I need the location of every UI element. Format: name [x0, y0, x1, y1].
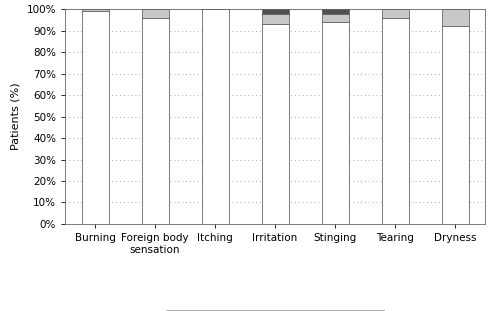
- Bar: [142, 18, 169, 224]
- Bar: [82, 12, 108, 224]
- Bar: [202, 9, 228, 224]
- Legend: Improvement, Same, Worse: Improvement, Same, Worse: [165, 310, 385, 311]
- Bar: [142, 9, 169, 18]
- Bar: [322, 14, 348, 22]
- Bar: [442, 26, 468, 224]
- Bar: [262, 24, 288, 224]
- Bar: [442, 9, 468, 26]
- Bar: [322, 9, 348, 14]
- Bar: [262, 9, 288, 14]
- Bar: [262, 14, 288, 24]
- Y-axis label: Patients (%): Patients (%): [11, 83, 21, 151]
- Bar: [382, 18, 408, 224]
- Bar: [82, 9, 108, 12]
- Bar: [382, 9, 408, 18]
- Bar: [322, 22, 348, 224]
